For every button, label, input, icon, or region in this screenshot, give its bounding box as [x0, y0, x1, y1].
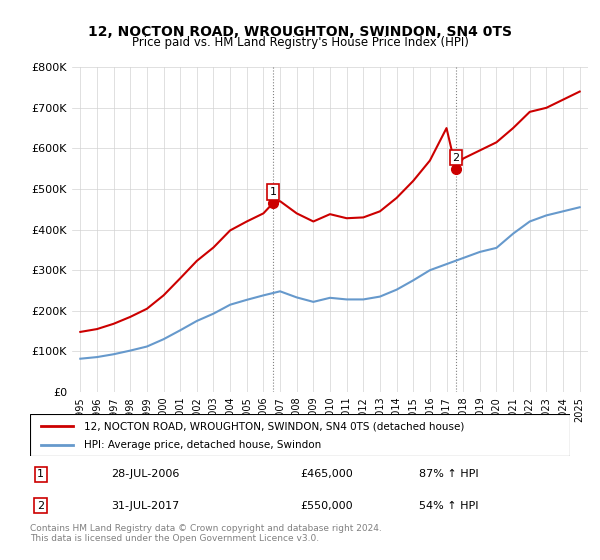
- Text: 87% ↑ HPI: 87% ↑ HPI: [419, 469, 478, 479]
- Text: Price paid vs. HM Land Registry's House Price Index (HPI): Price paid vs. HM Land Registry's House …: [131, 36, 469, 49]
- Text: Contains HM Land Registry data © Crown copyright and database right 2024.
This d: Contains HM Land Registry data © Crown c…: [30, 524, 382, 543]
- Text: £465,000: £465,000: [300, 469, 353, 479]
- Text: HPI: Average price, detached house, Swindon: HPI: Average price, detached house, Swin…: [84, 440, 321, 450]
- Text: 12, NOCTON ROAD, WROUGHTON, SWINDON, SN4 0TS: 12, NOCTON ROAD, WROUGHTON, SWINDON, SN4…: [88, 25, 512, 39]
- Text: 2: 2: [37, 501, 44, 511]
- Text: 1: 1: [269, 187, 277, 197]
- Text: £550,000: £550,000: [300, 501, 353, 511]
- Text: 2: 2: [452, 153, 460, 162]
- Text: 28-JUL-2006: 28-JUL-2006: [111, 469, 179, 479]
- Text: 31-JUL-2017: 31-JUL-2017: [111, 501, 179, 511]
- Text: 54% ↑ HPI: 54% ↑ HPI: [419, 501, 478, 511]
- Text: 1: 1: [37, 469, 44, 479]
- Text: 12, NOCTON ROAD, WROUGHTON, SWINDON, SN4 0TS (detached house): 12, NOCTON ROAD, WROUGHTON, SWINDON, SN4…: [84, 421, 464, 431]
- FancyBboxPatch shape: [30, 414, 570, 456]
